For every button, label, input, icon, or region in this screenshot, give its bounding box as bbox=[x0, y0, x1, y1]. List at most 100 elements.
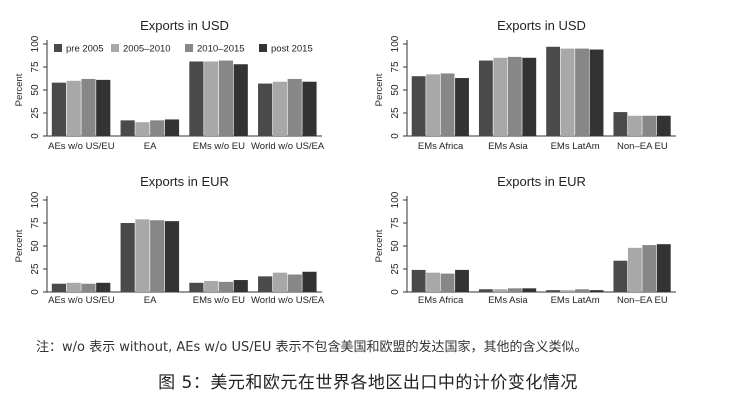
bar-2-3 bbox=[507, 288, 522, 292]
bar-1-3 bbox=[440, 273, 455, 292]
bar-3-2 bbox=[560, 48, 575, 136]
bar-3-3 bbox=[218, 281, 234, 292]
bar-2-3 bbox=[507, 56, 522, 136]
bar-1-2 bbox=[66, 282, 81, 292]
bar-4-4 bbox=[302, 81, 317, 136]
bar-1-3 bbox=[440, 73, 455, 136]
bar-2-2 bbox=[493, 289, 508, 292]
bar-2-4 bbox=[164, 221, 180, 292]
x-tick-label: EMs LatAm bbox=[551, 295, 600, 306]
y-tick-label: 0 bbox=[390, 133, 401, 139]
bar-4-3 bbox=[642, 115, 657, 136]
bar-2-1 bbox=[478, 60, 493, 137]
legend: pre 2005 2005–2010 2010–2015 post 2015 bbox=[54, 44, 313, 55]
y-tick-label: 0 bbox=[30, 289, 41, 295]
y-tick-label: 50 bbox=[390, 240, 401, 252]
bar-4-1 bbox=[613, 112, 628, 136]
bar-3-1 bbox=[189, 282, 204, 292]
x-tick-label: EMs Africa bbox=[418, 295, 464, 306]
x-tick-label: AEs w/o US/EU bbox=[48, 295, 115, 306]
y-tick-label: 50 bbox=[390, 84, 401, 96]
bar-1-3 bbox=[81, 78, 96, 136]
x-tick-label: EMs w/o EU bbox=[193, 141, 245, 152]
charts-canvas: Exports in USD Percent 0 25 50 75 100 AEs w/o U… bbox=[14, 18, 676, 306]
y-tick-label: 25 bbox=[30, 263, 41, 275]
x-tick-label: EA bbox=[144, 295, 157, 306]
bar-1-4 bbox=[455, 78, 469, 136]
bar-3-3 bbox=[575, 48, 589, 136]
bar-1-4 bbox=[455, 269, 469, 292]
bar-3-4 bbox=[233, 64, 248, 136]
bar-3-3 bbox=[218, 60, 234, 137]
y-tick-label: 0 bbox=[390, 289, 401, 295]
bar-4-3 bbox=[642, 245, 657, 292]
chart-panel-1: Exports in USD Percent 0 25 50 75 100 AEs w/o U… bbox=[14, 18, 325, 152]
bar-2-2 bbox=[493, 57, 508, 136]
figure-caption: 图 5：美元和欧元在世界各地区出口中的计价变化情况 bbox=[158, 373, 578, 393]
bar-3-2 bbox=[204, 61, 219, 137]
bar-3-4 bbox=[233, 280, 248, 292]
y-tick-label: 50 bbox=[30, 84, 41, 96]
y-tick-label: 25 bbox=[390, 107, 401, 119]
legend-swatch-1 bbox=[54, 44, 62, 52]
bar-1-4 bbox=[96, 79, 111, 136]
bar-2-2 bbox=[135, 219, 150, 292]
bar-4-2 bbox=[272, 272, 288, 292]
bar-1-2 bbox=[426, 74, 441, 136]
x-tick-label: Non–EA EU bbox=[617, 295, 668, 306]
bar-2-1 bbox=[120, 223, 135, 292]
bar-1-3 bbox=[81, 283, 96, 292]
bar-2-1 bbox=[478, 289, 493, 292]
bar-4-4 bbox=[656, 115, 671, 136]
chart-title: Exports in EUR bbox=[497, 174, 586, 189]
y-axis-label: Percent bbox=[374, 73, 385, 106]
x-tick-label: EMs Africa bbox=[418, 141, 464, 152]
x-tick-label: AEs w/o US/EU bbox=[48, 141, 115, 152]
y-tick-label: 0 bbox=[30, 133, 41, 139]
bar-2-4 bbox=[164, 119, 180, 136]
y-tick-label: 25 bbox=[390, 263, 401, 275]
x-tick-label: EMs Asia bbox=[488, 295, 528, 306]
bar-4-4 bbox=[302, 271, 317, 292]
bar-1-1 bbox=[411, 269, 426, 292]
bar-3-2 bbox=[204, 280, 219, 292]
footnote: 注：w/o 表示 without, AEs w/o US/EU 表示不包含美国和… bbox=[36, 340, 588, 355]
y-axis-label: Percent bbox=[14, 73, 25, 106]
x-tick-label: Non–EA EU bbox=[617, 141, 668, 152]
y-tick-label: 50 bbox=[30, 240, 41, 252]
bar-2-3 bbox=[150, 220, 165, 292]
bar-4-3 bbox=[287, 78, 302, 136]
x-tick-label: World w/o US/EA bbox=[251, 295, 325, 306]
legend-label-3: 2010–2015 bbox=[197, 44, 245, 55]
bar-3-4 bbox=[589, 290, 604, 292]
chart-panel-3: Exports in EUR Percent 0 25 50 75 100 AEs w/o U… bbox=[14, 174, 325, 306]
bar-2-4 bbox=[522, 57, 537, 136]
legend-swatch-4 bbox=[259, 44, 267, 52]
bar-1-2 bbox=[66, 80, 81, 136]
y-tick-label: 75 bbox=[390, 217, 401, 229]
bar-2-4 bbox=[522, 288, 537, 292]
bar-1-1 bbox=[411, 76, 426, 136]
bar-2-3 bbox=[150, 120, 165, 136]
bar-2-2 bbox=[135, 122, 150, 136]
x-tick-label: World w/o US/EA bbox=[251, 141, 325, 152]
y-tick-label: 25 bbox=[30, 107, 41, 119]
chart-panel-2: Exports in USD Percent 0 25 50 75 100 EMs Afric… bbox=[374, 18, 676, 152]
chart-title: Exports in USD bbox=[140, 18, 229, 33]
legend-label-4: post 2015 bbox=[271, 44, 313, 55]
legend-label-1: pre 2005 bbox=[66, 44, 104, 55]
bar-4-1 bbox=[258, 276, 273, 292]
x-tick-label: EA bbox=[144, 141, 157, 152]
bar-1-1 bbox=[51, 82, 66, 136]
bar-3-3 bbox=[575, 289, 589, 292]
y-tick-label: 100 bbox=[390, 35, 401, 52]
bar-1-4 bbox=[96, 282, 111, 292]
bar-4-2 bbox=[272, 81, 288, 136]
y-axis-label: Percent bbox=[374, 229, 385, 262]
y-tick-label: 100 bbox=[390, 191, 401, 208]
x-tick-label: EMs LatAm bbox=[551, 141, 600, 152]
chart-title: Exports in USD bbox=[497, 18, 586, 33]
bar-2-1 bbox=[120, 120, 135, 136]
legend-label-2: 2005–2010 bbox=[123, 44, 171, 55]
y-tick-label: 100 bbox=[30, 191, 41, 208]
